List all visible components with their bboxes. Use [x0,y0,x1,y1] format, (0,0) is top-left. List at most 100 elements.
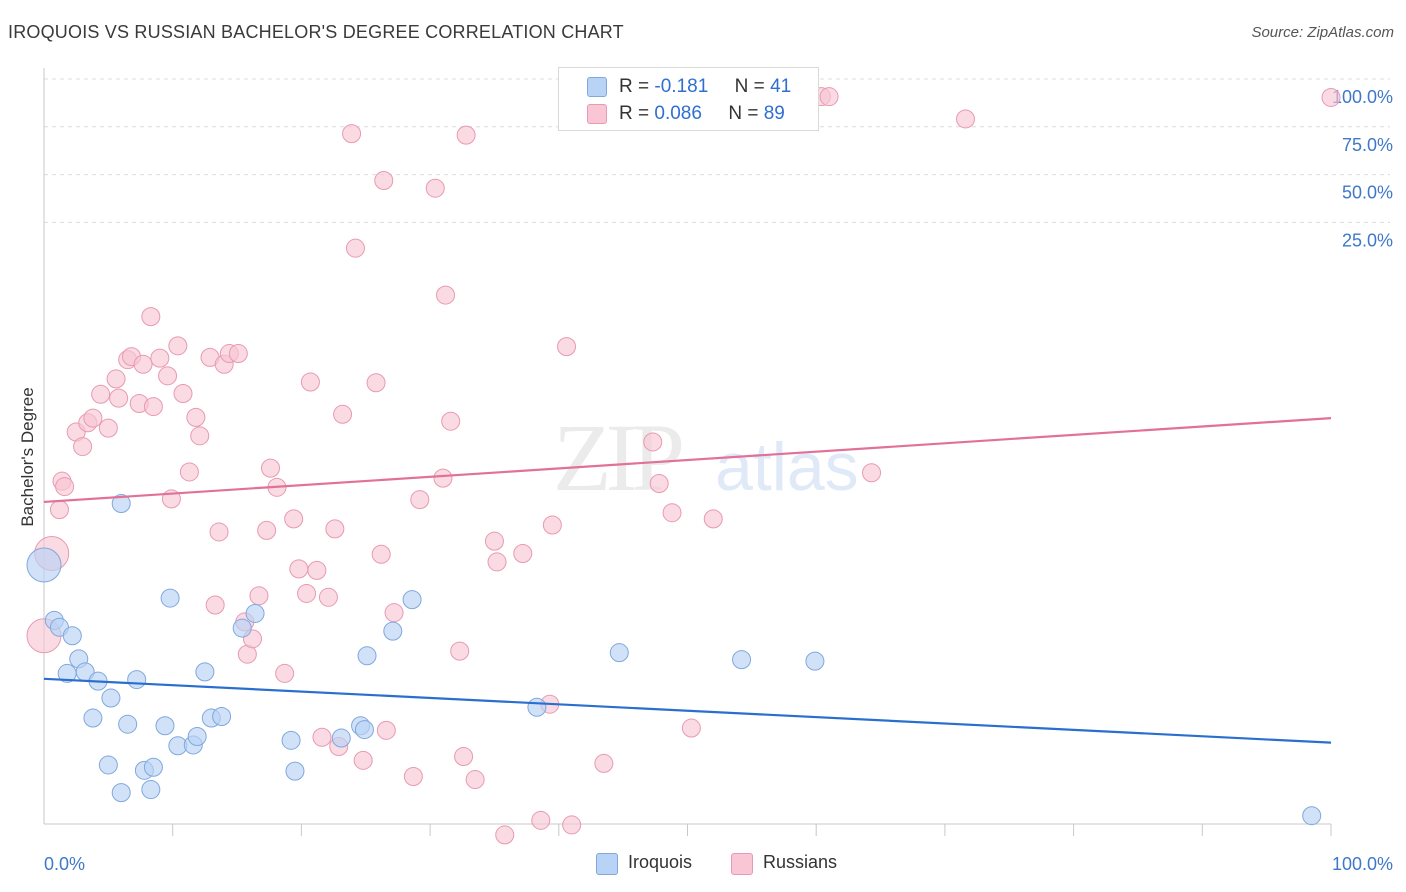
iroquois-point [62,626,82,646]
russians-point [133,354,153,374]
russians-point [441,411,461,431]
russians-point [342,124,362,144]
russians-r-value: 0.086 [654,103,702,124]
russians-point [168,336,188,356]
watermark-zip: ZIP [553,404,682,511]
iroquois-point [195,662,215,682]
russians-point [662,503,682,523]
iroquois-trend-line [43,677,1332,744]
russians-point [109,388,129,408]
russians-point [487,552,507,572]
y-tick-label-50: 50.0% [1342,183,1393,203]
iroquois-swatch [587,77,607,97]
iroquois-point [98,755,118,775]
russians-point [371,544,391,564]
russians-point [374,171,394,191]
russians-point [186,407,206,427]
russians-swatch [587,104,607,124]
russians-trend-line [43,417,1332,504]
russians-point [513,543,533,563]
russians-point [366,373,386,393]
russians-point [325,519,345,539]
russians-point [862,463,882,483]
russians-point [345,238,365,258]
iroquois-point [143,757,163,777]
russians-point [179,462,199,482]
iroquois-point [111,783,131,803]
source-label: Source: ZipAtlas.com [1251,24,1394,41]
stats-legend: R = -0.181 N = 41 R = 0.086 N = 89 [558,67,819,131]
russians-point [307,560,327,580]
russians-point [300,372,320,392]
russians-point [158,366,178,386]
iroquois-legend-label: Iroquois [628,852,693,872]
iroquois-point [1302,806,1322,826]
iroquois-point [26,547,62,583]
russians-point [205,595,225,615]
russians-point [312,727,332,747]
iroquois-point [160,588,180,608]
iroquois-point [281,730,301,750]
iroquois-point [245,603,265,623]
russians-point [562,815,582,835]
trend-lines [43,417,1332,744]
russians-point [425,178,445,198]
iroquois-point [212,707,232,727]
russians-point [531,810,551,830]
y-tick-label-75: 75.0% [1342,135,1393,155]
iroquois-point [118,714,138,734]
iroquois-points [26,493,1322,826]
iroquois-point [609,643,629,663]
russians-point [542,515,562,535]
russians-point [703,509,723,529]
russians-legend-swatch [731,853,753,875]
iroquois-point [83,708,103,728]
russians-point [91,384,111,404]
russians-point [681,718,701,738]
russians-legend-label: Russians [763,852,838,872]
russians-point [353,750,373,770]
iroquois-point [331,728,351,748]
russians-point [376,720,396,740]
iroquois-point [111,493,131,513]
russians-point [318,587,338,607]
russians-point [450,641,470,661]
russians-point [955,109,975,129]
iroquois-point [101,688,121,708]
russians-point [433,468,453,488]
russians-point [484,531,504,551]
russians-point [649,473,669,493]
y-tick-label-100: 100.0% [1332,87,1393,107]
russians-point [284,509,304,529]
russians-point [141,307,161,327]
russians-point [173,384,193,404]
russians-point [83,408,103,428]
russians-r-label: R = [619,103,650,124]
watermark-atlas: atlas [715,429,859,505]
russians-point [403,766,423,786]
iroquois-r-value: -0.181 [654,76,709,97]
iroquois-n-label: N = [734,76,765,97]
russians-point [98,418,118,438]
russians-point [643,432,663,452]
iroquois-point [187,726,207,746]
russians-point [143,397,163,417]
iroquois-legend-swatch [596,853,618,875]
russians-point [436,285,456,305]
tick-labels: 25.0% 50.0% 75.0% 100.0% 0.0% 100.0% [44,87,1393,874]
russians-point [1321,87,1341,107]
watermark: ZIP atlas [553,404,859,511]
russians-point [190,426,210,446]
russians-point [557,337,577,357]
iroquois-point [805,651,825,671]
iroquois-point [527,697,547,717]
russians-point [209,522,229,542]
russians-point [454,746,474,766]
russians-point [49,500,69,520]
iroquois-point [383,621,403,641]
russians-points [26,87,1341,845]
iroquois-n-value: 41 [770,76,792,97]
chart-title: IROQUOIS VS RUSSIAN BACHELOR'S DEGREE CO… [8,22,624,42]
russians-point [249,586,269,606]
